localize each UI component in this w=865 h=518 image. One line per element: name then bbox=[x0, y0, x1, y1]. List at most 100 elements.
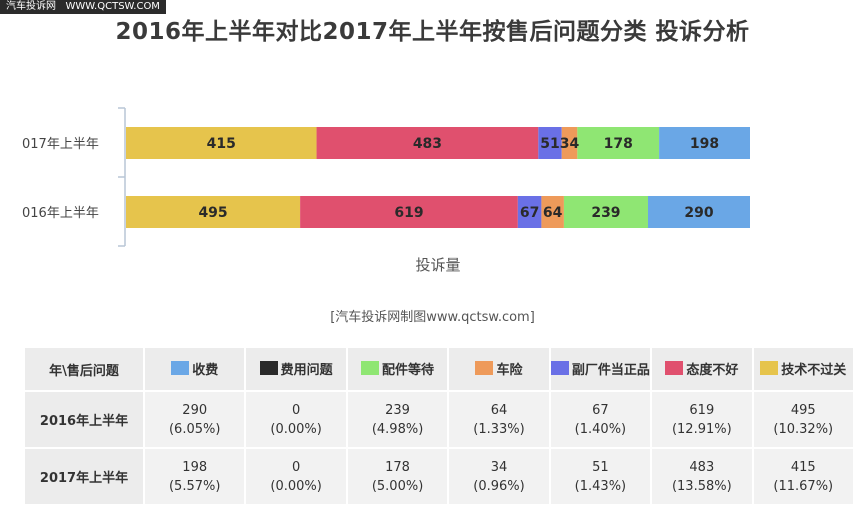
bar-segment bbox=[659, 127, 750, 159]
cell-percent: (5.00%) bbox=[371, 478, 424, 494]
cell-value: 415 bbox=[790, 459, 816, 475]
cell-percent: (0.96%) bbox=[473, 478, 525, 494]
watermark: 汽车投诉网 WWW.QCTSW.COM bbox=[0, 0, 166, 14]
table-cell: 483 (13.58%) bbox=[650, 447, 754, 506]
bar-segment bbox=[541, 196, 564, 228]
cell-percent: (1.33%) bbox=[473, 421, 525, 437]
cell-percent: (11.67%) bbox=[773, 478, 834, 494]
chart-data-labels: 415 483 51 34 178 198 495 619 67 64 239 290 bbox=[198, 136, 719, 221]
bar-value-label: 67 bbox=[520, 205, 539, 221]
cell-percent: (5.57%) bbox=[168, 478, 221, 494]
chart-title: 2016年上半年对比2017年上半年按售后问题分类 投诉分析 bbox=[115, 19, 750, 45]
bar-segment bbox=[300, 196, 518, 228]
table-header-3: 车险 bbox=[447, 346, 551, 392]
table-cell: 67 (1.40%) bbox=[548, 390, 653, 449]
table-header-label: 配件等待 bbox=[382, 362, 435, 378]
table-row-label: 2016年上半年 bbox=[23, 390, 145, 449]
cell-value: 0 bbox=[291, 402, 301, 418]
table-cell: 34 (0.96%) bbox=[447, 447, 551, 506]
legend-swatch bbox=[665, 361, 684, 376]
bar-value-label: 239 bbox=[591, 205, 620, 221]
table-header-row: 年\售后问题 收费 费用问题 配件等待 车险 副厂件当正品 态度不好 技术不过关 bbox=[23, 346, 856, 392]
bar-value-label: 198 bbox=[690, 136, 719, 152]
table-row: 2017年上半年 198 (5.57%) 0 (0.00%) 178 (5.00%) 34 (0… bbox=[23, 447, 856, 506]
cell-percent: (1.43%) bbox=[574, 478, 627, 494]
cell-percent: (0.00%) bbox=[270, 421, 322, 437]
cell-value: 619 bbox=[689, 402, 715, 418]
table-body: 2016年上半年 290 (6.05%) 0 (0.00%) 239 (4.98%) 64 (1… bbox=[23, 390, 856, 506]
table-header-2: 配件等待 bbox=[345, 346, 450, 392]
cell-value: 290 bbox=[182, 402, 208, 418]
table-header-1: 费用问题 bbox=[244, 346, 348, 392]
table-row-label: 2017年上半年 bbox=[23, 447, 145, 506]
bar-value-label: 483 bbox=[413, 136, 442, 152]
legend-swatch bbox=[760, 361, 779, 376]
legend-swatch bbox=[171, 361, 190, 376]
table-cell: 51 (1.43%) bbox=[548, 447, 653, 506]
table-header-label: 态度不好 bbox=[686, 362, 739, 378]
table-header-label: 收费 bbox=[192, 362, 219, 378]
cell-value: 34 bbox=[490, 459, 508, 475]
cell-value: 64 bbox=[490, 402, 508, 418]
table-cell: 198 (5.57%) bbox=[142, 447, 247, 506]
cell-value: 495 bbox=[790, 402, 816, 418]
stacked-bar-chart: 415 483 51 34 178 198 495 619 67 64 239 290 017年上半年… bbox=[22, 107, 750, 274]
cell-value: 51 bbox=[592, 459, 609, 475]
chart-bars bbox=[126, 127, 750, 228]
legend-swatch bbox=[361, 361, 380, 376]
cell-percent: (0.00%) bbox=[270, 478, 322, 494]
bar-segment bbox=[561, 127, 578, 159]
cell-percent: (12.91%) bbox=[671, 421, 732, 437]
bar-value-label: 619 bbox=[394, 205, 423, 221]
bar-segment bbox=[647, 196, 750, 228]
cell-value: 239 bbox=[385, 402, 410, 418]
bar-value-label: 415 bbox=[207, 136, 236, 152]
table-cell: 619 (12.91%) bbox=[650, 390, 754, 449]
bar-value-label: 178 bbox=[604, 136, 633, 152]
bar-value-label: 495 bbox=[198, 205, 227, 221]
bar-value-label: 64 bbox=[543, 205, 563, 221]
bar-value-label: 34 bbox=[560, 136, 580, 152]
table-cell: 0 (0.00%) bbox=[244, 447, 348, 506]
x-axis-label: 投诉量 bbox=[415, 256, 460, 274]
bar-value-label: 51 bbox=[540, 136, 559, 152]
table-cell: 290 (6.05%) bbox=[142, 390, 247, 449]
table-header-5: 态度不好 bbox=[650, 346, 754, 392]
table-header-4: 副厂件当正品 bbox=[548, 346, 653, 392]
bar-segment bbox=[517, 196, 542, 228]
bar-segment bbox=[126, 196, 301, 228]
cell-percent: (13.58%) bbox=[671, 478, 732, 494]
table-header-label: 技术不过关 bbox=[781, 362, 847, 378]
bar-segment bbox=[126, 127, 317, 159]
table-header-label: 车险 bbox=[496, 362, 523, 378]
table-header-0: 收费 bbox=[142, 346, 247, 392]
cell-value: 198 bbox=[182, 459, 208, 475]
cell-value: 0 bbox=[291, 459, 301, 475]
data-table: 年\售后问题 收费 费用问题 配件等待 车险 副厂件当正品 态度不好 技术不过关 2016年… bbox=[23, 346, 856, 506]
chart-axes bbox=[118, 107, 126, 247]
category-label: 016年上半年 bbox=[22, 206, 99, 221]
table-cell: 64 (1.33%) bbox=[447, 390, 551, 449]
legend-swatch bbox=[475, 361, 494, 376]
cell-percent: (1.40%) bbox=[574, 421, 627, 437]
table-header-6: 技术不过关 bbox=[751, 346, 856, 392]
cell-value: 67 bbox=[592, 402, 609, 418]
bar-segment bbox=[538, 127, 562, 159]
bar-segment bbox=[316, 127, 539, 159]
chart-category-labels: 017年上半年 016年上半年 bbox=[22, 137, 99, 221]
bar-segment bbox=[563, 196, 648, 228]
category-label: 017年上半年 bbox=[22, 137, 99, 152]
cell-value: 178 bbox=[385, 459, 410, 475]
cell-percent: (6.05%) bbox=[168, 421, 221, 437]
legend-swatch bbox=[259, 361, 278, 376]
table-row: 2016年上半年 290 (6.05%) 0 (0.00%) 239 (4.98%) 64 (1… bbox=[23, 390, 856, 449]
cell-percent: (10.32%) bbox=[773, 421, 834, 437]
chart-credit: [汽车投诉网制图www.qctsw.com] bbox=[330, 310, 535, 325]
table-header-label: 费用问题 bbox=[280, 362, 333, 378]
table-header-label: 副厂件当正品 bbox=[571, 362, 650, 378]
bar-segment bbox=[577, 127, 660, 159]
legend-swatch bbox=[550, 361, 569, 376]
table-cell: 239 (4.98%) bbox=[345, 390, 450, 449]
cell-percent: (4.98%) bbox=[371, 421, 424, 437]
table-cell: 415 (11.67%) bbox=[751, 447, 856, 506]
